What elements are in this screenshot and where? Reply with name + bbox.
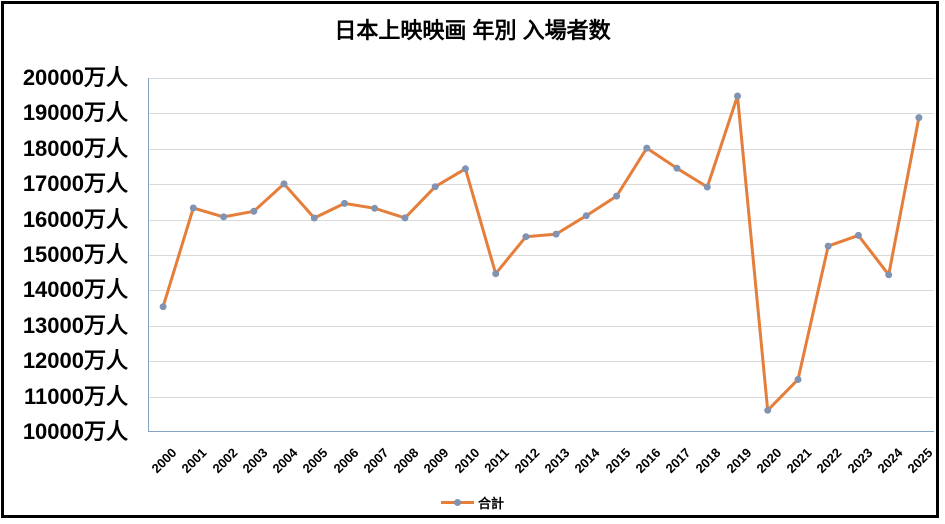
data-point-marker: [734, 92, 741, 100]
data-point-marker: [461, 165, 469, 173]
y-tick-label: 14000万人: [22, 277, 128, 303]
data-point-marker: [643, 144, 651, 152]
plot-area: [148, 78, 934, 432]
data-point-marker: [703, 183, 711, 191]
legend: 合計: [0, 491, 945, 513]
data-point-marker: [159, 303, 167, 311]
legend-series-label: 合計: [477, 495, 504, 511]
y-tick-label: 18000万人: [22, 135, 128, 161]
y-tick-label: 19000万人: [22, 100, 128, 126]
data-point-marker: [401, 214, 409, 222]
data-point-marker: [824, 242, 832, 250]
data-point-marker: [764, 406, 772, 414]
chart-title: 日本上映映画 年別 入場者数: [334, 18, 611, 43]
data-point-marker: [310, 214, 318, 222]
legend-dot-icon: [453, 498, 461, 506]
y-tick-label: 12000万人: [22, 348, 128, 374]
data-point-marker: [915, 114, 923, 122]
data-point-marker: [189, 204, 197, 212]
data-point-marker: [673, 164, 681, 172]
data-point-marker: [613, 192, 621, 200]
data-point-marker: [431, 183, 439, 191]
data-point-marker: [341, 199, 348, 207]
y-tick-label: 10000万人: [22, 419, 128, 444]
line-chart-canvas: [148, 78, 934, 432]
y-tick-label: 15000万人: [22, 242, 128, 267]
data-point-marker: [280, 180, 288, 188]
data-point-marker: [552, 230, 560, 238]
data-point-marker: [582, 212, 590, 220]
data-point-marker: [492, 270, 500, 278]
data-point-marker: [371, 204, 379, 212]
y-tick-label: 11000万人: [24, 383, 128, 409]
data-point-marker: [522, 233, 530, 241]
data-point-marker: [220, 213, 228, 221]
series-line: [161, 94, 921, 412]
y-tick-label: 20000万人: [22, 65, 128, 90]
y-tick-label: 13000万人: [22, 312, 128, 338]
y-tick-label: 16000万人: [22, 206, 128, 232]
legend-line-marker-icon: [440, 498, 474, 506]
data-point-marker: [854, 231, 862, 239]
y-tick-label: 17000万人: [22, 171, 128, 197]
data-point-marker: [794, 376, 802, 383]
data-point-marker: [250, 207, 258, 215]
data-point-marker: [885, 271, 893, 279]
